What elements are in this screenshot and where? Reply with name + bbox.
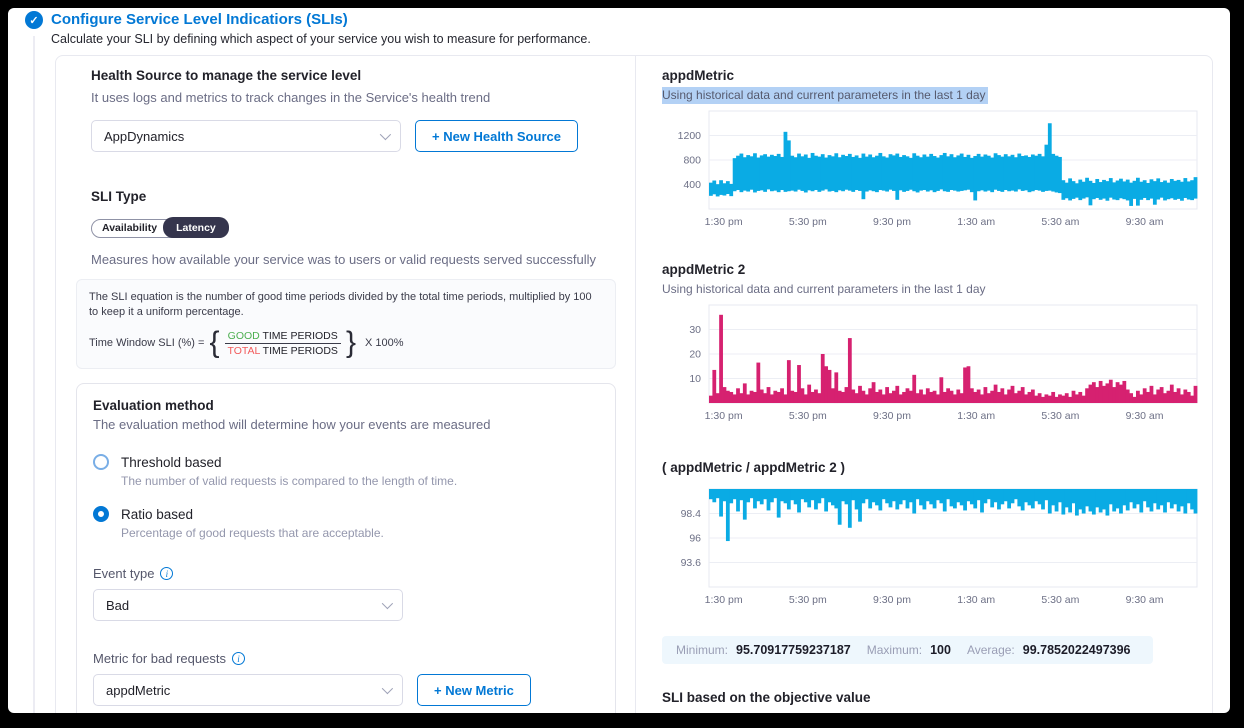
svg-text:30: 30	[689, 324, 701, 336]
chart-subtitle: Using historical data and current parame…	[662, 282, 986, 296]
appdmetric-chart: 400 800 1200 1:30 pm 5:30 pm 9:30 pm 1:30 am 5:…	[662, 109, 1202, 236]
average-label: Average:	[966, 643, 1015, 657]
svg-text:9:30 am: 9:30 am	[1126, 216, 1164, 228]
svg-text:10: 10	[689, 373, 701, 385]
stats-bar: Minimum: 95.70917759237187 Maximum: 100 …	[662, 636, 1153, 664]
ratio-based-description: Percentage of good requests that are acc…	[121, 526, 384, 541]
chart-block-appdmetric2: appdMetric 2 Using historical data and c…	[662, 262, 1202, 430]
svg-text:5:30 pm: 5:30 pm	[789, 216, 827, 228]
sli-equation-text: The SLI equation is the number of good t…	[89, 290, 592, 318]
svg-text:1:30 am: 1:30 am	[957, 216, 995, 228]
svg-text:20: 20	[689, 349, 701, 361]
new-metric-button[interactable]: + New Metric	[417, 674, 531, 707]
page-title: Configure Service Level Indicatiors (SLI…	[51, 11, 348, 28]
threshold-based-radio[interactable]	[93, 454, 109, 471]
step-complete-check-icon	[25, 11, 43, 29]
svg-text:96: 96	[689, 533, 701, 545]
svg-text:5:30 pm: 5:30 pm	[789, 410, 827, 422]
metric-bad-label: Metric for bad requests	[93, 651, 599, 666]
svg-text:1:30 pm: 1:30 pm	[705, 216, 743, 228]
svg-text:400: 400	[683, 179, 701, 191]
app-page: Configure Service Level Indicatiors (SLI…	[8, 8, 1230, 713]
evaluation-method-subtitle: The evaluation method will determine how…	[93, 417, 491, 433]
equation-fraction: GOOD TIME PERIODS TOTAL TIME PERIODS	[224, 329, 341, 357]
info-icon[interactable]	[160, 567, 174, 581]
health-source-hint: It uses logs and metrics to track change…	[91, 90, 491, 105]
chevron-down-icon	[379, 128, 392, 141]
chevron-down-icon	[381, 683, 394, 695]
ratio-based-label[interactable]: Ratio based	[121, 506, 194, 522]
page-subtitle: Calculate your SLI by defining which asp…	[51, 32, 591, 46]
svg-text:9:30 pm: 9:30 pm	[873, 216, 911, 228]
average-value: 99.7852022497396	[1022, 643, 1131, 657]
equation-good: GOOD	[227, 329, 260, 342]
sli-type-toggle: Availability Latency	[91, 217, 229, 238]
evaluation-method-box: Evaluation method The evaluation method …	[76, 383, 616, 713]
svg-text:5:30 am: 5:30 am	[1041, 216, 1079, 228]
threshold-based-label[interactable]: Threshold based	[121, 454, 222, 470]
sli-objective-heading: SLI based on the objective value	[662, 690, 871, 705]
svg-text:5:30 am: 5:30 am	[1041, 410, 1079, 422]
svg-text:5:30 pm: 5:30 pm	[789, 594, 827, 606]
event-type-select[interactable]: Bad	[93, 589, 403, 622]
sli-equation-box: The SLI equation is the number of good t…	[76, 278, 616, 370]
svg-text:1:30 am: 1:30 am	[957, 594, 995, 606]
appdmetric2-chart: 10 20 30 1:30 pm 5:30 pm 9:30 pm 1:30 am 5:30 a…	[662, 303, 1202, 430]
svg-text:9:30 pm: 9:30 pm	[873, 410, 911, 422]
svg-text:93.6: 93.6	[681, 557, 702, 569]
health-source-select[interactable]: AppDynamics	[91, 120, 401, 152]
event-type-value: Bad	[106, 597, 130, 613]
svg-text:1:30 pm: 1:30 pm	[705, 410, 743, 422]
sli-form-pane: Health Source to manage the service leve…	[56, 56, 635, 713]
maximum-value: 100	[930, 643, 951, 657]
sli-type-description: Measures how available your service was …	[91, 251, 597, 267]
equation-rhs: X 100%	[364, 337, 404, 350]
metric-bad-value: appdMetric	[106, 682, 171, 698]
sli-type-option-latency[interactable]: Latency	[163, 217, 229, 238]
left-brace: {	[209, 326, 220, 360]
wizard-step-line	[33, 36, 35, 713]
health-source-value: AppDynamics	[104, 128, 185, 144]
ratio-based-radio[interactable]	[93, 506, 109, 523]
right-brace: }	[345, 326, 356, 360]
ratio-chart: 93.6 96 98.4 1:30 pm 5:30 pm 9:30 pm 1:30 am 5:…	[662, 487, 1202, 614]
sli-type-label: SLI Type	[91, 189, 147, 204]
svg-text:9:30 am: 9:30 am	[1126, 410, 1164, 422]
info-icon[interactable]	[231, 652, 245, 666]
new-health-source-button[interactable]: + New Health Source	[415, 120, 578, 152]
chart-title: ( appdMetric / appdMetric 2 )	[662, 460, 846, 475]
svg-text:9:30 pm: 9:30 pm	[873, 594, 911, 606]
equation-num-rest: TIME PERIODS	[259, 329, 338, 342]
equation-lhs: Time Window SLI (%) =	[89, 337, 205, 350]
chart-block-appdmetric: appdMetric Using historical data and cur…	[662, 68, 1202, 236]
svg-text:1200: 1200	[678, 130, 702, 142]
equation-den-rest: TIME PERIODS	[259, 344, 338, 357]
maximum-label: Maximum:	[866, 643, 923, 657]
evaluation-method-title: Evaluation method	[93, 398, 214, 414]
sli-config-card: Health Source to manage the service leve…	[55, 55, 1213, 713]
svg-text:1:30 pm: 1:30 pm	[705, 594, 743, 606]
chart-title: appdMetric	[662, 68, 735, 83]
svg-text:9:30 am: 9:30 am	[1126, 594, 1164, 606]
svg-text:98.4: 98.4	[681, 508, 702, 520]
minimum-value: 95.70917759237187	[736, 643, 851, 657]
event-type-label: Event type	[93, 566, 599, 581]
chart-subtitle-highlighted: Using historical data and current parame…	[662, 87, 988, 104]
health-source-label: Health Source to manage the service leve…	[91, 68, 362, 83]
threshold-based-description: The number of valid requests is compared…	[121, 474, 458, 489]
minimum-label: Minimum:	[676, 643, 729, 657]
equation-total: TOTAL	[227, 344, 260, 357]
metric-bad-select[interactable]: appdMetric	[93, 674, 403, 707]
sli-preview-pane: appdMetric Using historical data and cur…	[635, 56, 1212, 713]
chevron-down-icon	[381, 598, 394, 610]
svg-text:800: 800	[683, 155, 701, 167]
chart-block-ratio: ( appdMetric / appdMetric 2 ) 93.6 96 98.4…	[662, 460, 1202, 614]
svg-text:1:30 am: 1:30 am	[957, 410, 995, 422]
chart-title: appdMetric 2	[662, 262, 746, 277]
svg-text:5:30 am: 5:30 am	[1041, 594, 1079, 606]
sli-type-option-availability[interactable]: Availability	[102, 222, 158, 234]
sli-equation-formula: Time Window SLI (%) = { GOOD TIME PERIOD…	[89, 328, 603, 358]
